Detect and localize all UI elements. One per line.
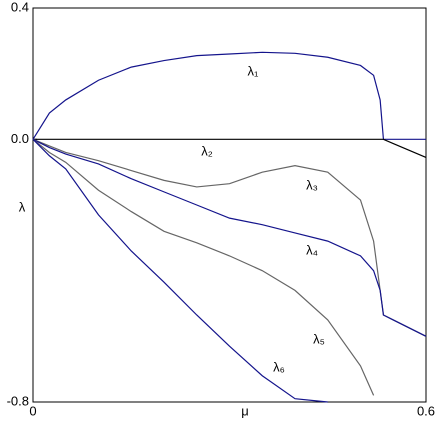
series-line [32, 51, 426, 140]
series-label: λ₃ [306, 177, 318, 192]
series-label: λ₄ [306, 242, 318, 257]
series-line [32, 138, 427, 337]
y-tick-label: 0.0 [11, 131, 29, 146]
x-tick-label: 0.6 [417, 403, 435, 418]
series-label: λ₂ [201, 143, 213, 158]
series-line [32, 138, 427, 337]
y-tick-label: -0.8 [7, 393, 29, 408]
series-line [32, 138, 328, 403]
y-axis-label: λ [19, 199, 26, 214]
y-tick-label: 0.4 [11, 0, 29, 14]
series-label: λ₅ [313, 331, 325, 346]
x-tick-label: 0 [29, 403, 36, 418]
plot-frame [32, 7, 427, 403]
series-label: λ₁ [248, 63, 260, 78]
series-line [32, 138, 375, 396]
series-line [33, 138, 427, 158]
x-axis-label: μ [241, 403, 249, 418]
series-label: λ₆ [273, 359, 285, 374]
